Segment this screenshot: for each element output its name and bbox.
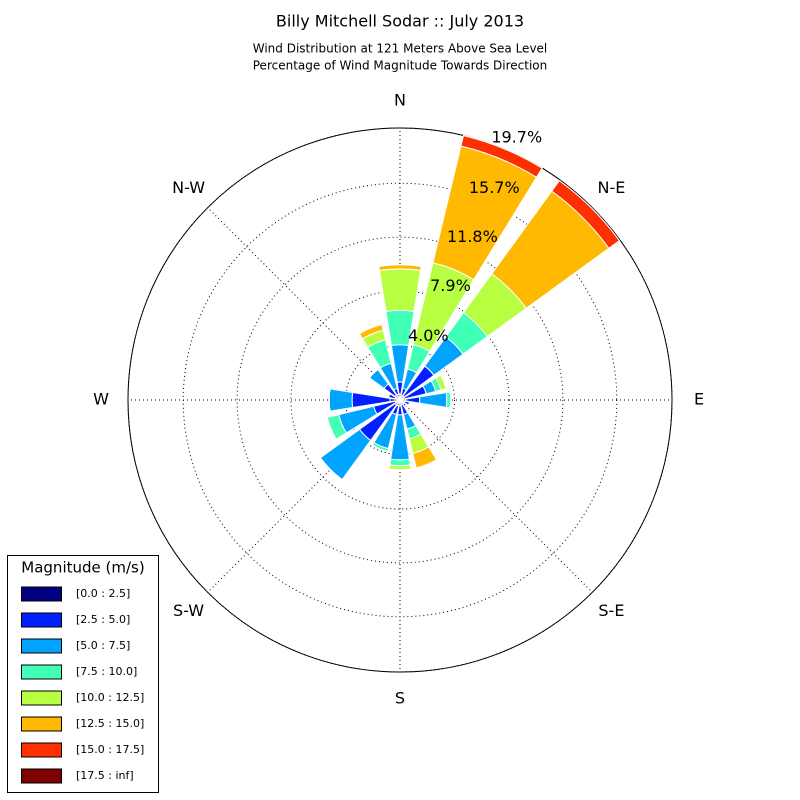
grid-spoke [399,399,593,593]
legend-title: Magnitude (m/s) [21,559,144,577]
legend-label: [17.5 : inf] [76,769,134,782]
chart-subtitle: Percentage of Wind Magnitude Towards Dir… [253,59,547,73]
direction-label: S [395,689,405,708]
radial-tick-label: 11.8% [447,227,498,246]
legend-label: [0.0 : 2.5] [76,587,130,600]
grid-spoke [207,399,401,593]
wind-sector [449,391,452,409]
wind-sector [369,369,379,379]
legend-label: [12.5 : 15.0] [76,717,144,730]
wind-sector [418,392,448,408]
legend-label: [7.5 : 10.0] [76,665,137,678]
legend-swatch [21,664,62,680]
grid-ring [236,236,564,564]
chart-title: Billy Mitchell Sodar :: July 2013 [276,12,524,31]
legend: Magnitude (m/s) [0.0 : 2.5] [2.5 : 5.0] [5… [7,555,159,793]
direction-label: N [394,91,406,110]
grid-ring [290,290,510,510]
wind-sector [559,180,620,241]
legend-swatch [21,768,62,784]
legend-swatch [21,742,62,758]
wind-sector [389,458,411,467]
radial-tick-label: 15.7% [469,178,520,197]
legend-swatch [21,716,62,732]
direction-label: W [93,390,109,409]
wind-sector [408,402,411,406]
polar-frame [127,127,673,673]
wind-sector [359,323,382,335]
legend-swatch [21,586,62,602]
chart-subtitle: Wind Distribution at 121 Meters Above Se… [253,42,548,56]
direction-label: E [694,390,704,409]
direction-label: N-E [597,178,625,197]
legend-label: [5.0 : 7.5] [76,639,130,652]
wind-sector [326,417,337,440]
legend-swatch [21,612,62,628]
legend-label: [2.5 : 5.0] [76,613,130,626]
direction-label: N-W [172,178,205,197]
wind-sector [388,468,412,471]
polar-plot: N N-E E S-E S S-W W N-W 4.0% 7.9% 11.8% 15.7% 19.7% [93,91,704,708]
direction-label: S-E [598,601,624,620]
wind-sector [416,459,437,469]
legend-swatch [21,690,62,706]
wind-sector [378,264,422,267]
radial-tick-label: 19.7% [491,127,542,146]
wind-sector [319,428,372,481]
legend-label: [15.0 : 17.5] [76,743,144,756]
wind-sector [378,268,422,312]
radial-tick-label: 7.9% [430,276,471,295]
legend-swatch [21,638,62,654]
grid-spoke [207,207,401,401]
wind-sector [328,388,354,412]
radial-tick-label: 4.0% [408,326,449,345]
direction-label: S-W [173,601,204,620]
legend-label: [10.0 : 12.5] [76,691,144,704]
wind-sector [440,374,447,390]
